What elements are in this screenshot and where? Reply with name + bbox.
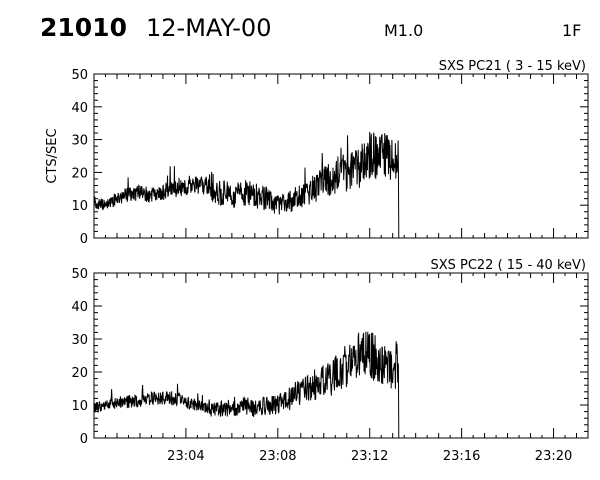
- panel-title: SXS PC21 ( 3 - 15 keV): [439, 59, 586, 74]
- y-tick-label: 40: [71, 300, 88, 315]
- plot-frame-2: [93, 272, 589, 439]
- series-line-1: [93, 131, 400, 239]
- y-tick-label: 10: [71, 199, 88, 214]
- x-tick-label: 23:20: [535, 449, 572, 464]
- frame-tag: 1F: [562, 21, 582, 40]
- event-id: 21010: [40, 13, 127, 42]
- panel-title: SXS PC22 ( 15 - 40 keV): [430, 258, 586, 273]
- x-tick-label: 23:16: [443, 449, 480, 464]
- x-tick-label: 23:12: [351, 449, 388, 464]
- y-tick-label: 40: [71, 101, 88, 116]
- plot-header: 21010 12-MAY-00 M1.0 1F: [0, 0, 600, 50]
- x-tick-label: 23:04: [167, 449, 204, 464]
- y-tick-label: 10: [71, 399, 88, 414]
- y-tick-label: 50: [71, 267, 88, 282]
- x-tick-label: 23:08: [259, 449, 296, 464]
- y-axis-label: CTS/SEC: [45, 128, 60, 183]
- event-date: 12-MAY-00: [146, 14, 272, 42]
- y-tick-label: 0: [80, 432, 88, 447]
- y-tick-label: 30: [71, 333, 88, 348]
- plot-frame-1: [93, 73, 589, 239]
- y-tick-label: 20: [71, 366, 88, 381]
- series-line-2: [93, 331, 400, 439]
- y-tick-label: 0: [80, 232, 88, 247]
- y-tick-label: 20: [71, 166, 88, 181]
- y-tick-label: 50: [71, 68, 88, 83]
- flare-class: M1.0: [384, 21, 424, 40]
- y-tick-label: 30: [71, 134, 88, 149]
